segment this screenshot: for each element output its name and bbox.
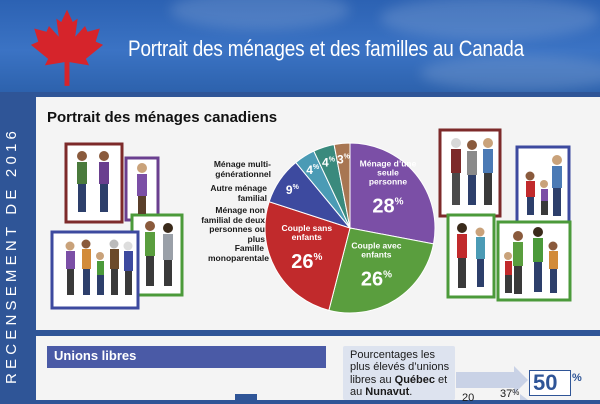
nunavut-percent-box: 50 [529,370,571,396]
nunavut-percent-sign: % [572,372,582,384]
unions-header-bar [47,346,326,368]
label-non-family: Ménage non familial de deux personnes ou… [201,205,265,244]
section-title: Portrait des ménages canadiens [47,109,278,126]
header-banner: Portrait des ménages et des familles au … [0,0,600,92]
sidebar: RECENSEMENT DE 2016 [0,92,36,400]
pie-slice-label: personne [369,177,408,187]
unions-title: Unions libres [54,348,137,363]
unions-note-box [343,346,455,400]
pie-slice [264,201,351,311]
nunavut-percent: 50 [533,370,558,395]
maple-leaf-icon [30,9,104,86]
unions-note-text: Pourcentages les plus élevés d’unions li… [350,349,450,398]
label-other-family: Autre ménage familial [210,183,267,203]
pie-slice-label: Ménage d’une [360,159,417,169]
pie-slice-label: Couple avec [351,241,401,251]
pie-slice-label: seule [377,168,399,178]
cloud-decoration [420,55,600,91]
quebec-percent: 37% [500,388,520,400]
label-single-parent: Famille monoparentale [208,243,269,263]
pie-slice-label: enfants [361,250,392,260]
unions-chart-stub [235,394,257,400]
pie-slice [349,142,436,245]
quebec-prefix-value: 20 [462,392,475,404]
pie-slice [333,142,351,229]
pie-slice-label: Couple sans [282,223,333,233]
page-title: Portrait des ménages et des familles au … [128,36,524,61]
pie-slice-label: enfants [292,232,323,242]
pie-slice [328,227,435,314]
cloud-decoration [380,0,600,40]
label-multigenerational: Ménage multi-générationnel [213,159,271,179]
